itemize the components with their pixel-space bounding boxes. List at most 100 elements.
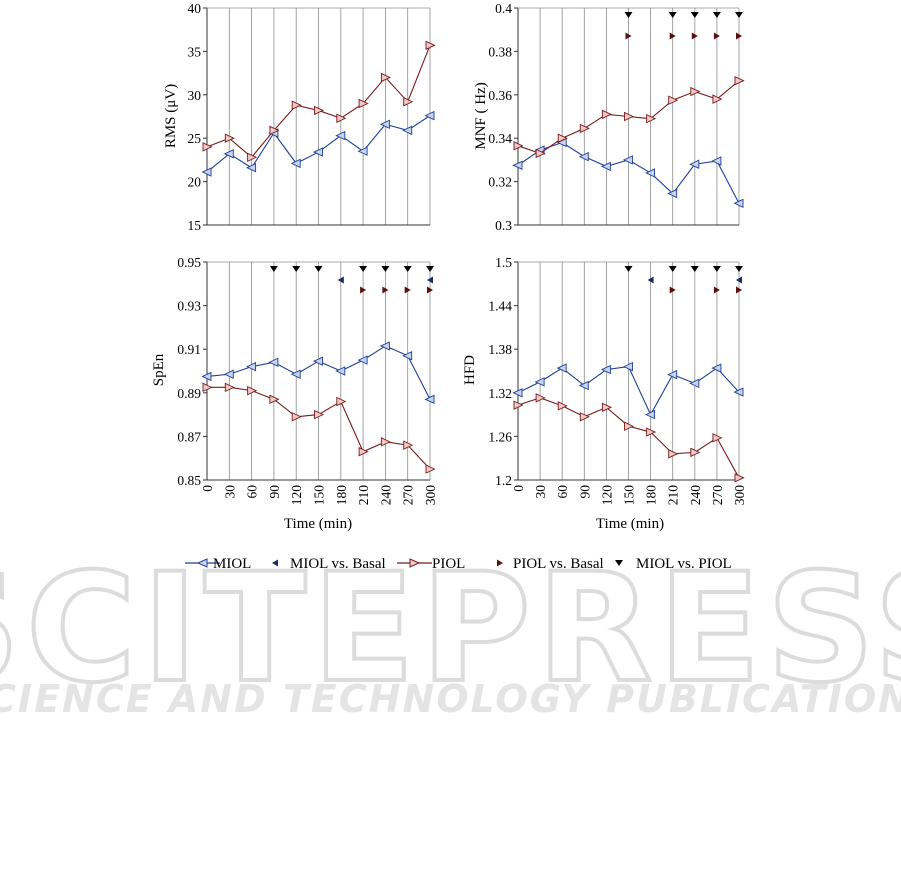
marker-miol-vs-piol <box>381 266 390 272</box>
data-point-piol <box>624 421 635 431</box>
marker-piol-vs-basal <box>404 286 411 294</box>
x-tick-label: 120 <box>289 485 304 506</box>
marker-miol-vs-basal <box>427 276 433 284</box>
data-point-miol <box>246 163 257 173</box>
data-point-piol <box>624 111 635 122</box>
watermark: SCITEPRESS SCIENCE AND TECHNOLOGY PUBLIC… <box>0 540 901 721</box>
y-tick-label: 0.4 <box>495 1 512 16</box>
data-point-piol <box>291 100 302 110</box>
data-point-piol <box>690 447 701 458</box>
x-tick-label: 30 <box>222 485 237 499</box>
y-tick-label: 35 <box>188 44 202 59</box>
data-point-miol <box>290 158 301 169</box>
marker-miol-vs-piol <box>624 12 633 18</box>
legend-item-miol-basal: MIOL vs. Basal <box>272 556 386 572</box>
data-point-miol <box>578 151 589 162</box>
y-tick-label: 1.26 <box>488 429 512 444</box>
chart-hfd: HFD Time (min) 1.2 1.26 1.32 1.38 1.44 1.5 0 30… <box>462 255 747 532</box>
y-axis-label: RMS (μV) <box>163 84 179 148</box>
data-point-piol <box>202 382 213 393</box>
data-point-miol <box>335 130 346 141</box>
data-point-piol <box>425 464 436 474</box>
x-tick-label: 210 <box>356 485 371 506</box>
data-point-piol <box>535 393 546 403</box>
legend-marker-miol <box>196 558 208 568</box>
marker-miol-vs-piol <box>292 266 301 272</box>
data-point-miol <box>312 356 323 366</box>
y-tick-label: 0.89 <box>177 386 201 401</box>
marker-piol-vs-basal <box>669 286 676 294</box>
data-point-piol <box>668 449 679 459</box>
data-point-miol <box>290 369 301 379</box>
y-axis-label: HFD <box>462 355 478 385</box>
data-point-piol <box>601 109 612 120</box>
data-point-miol <box>357 355 368 365</box>
x-tick-label: 300 <box>732 485 747 506</box>
data-point-piol <box>314 409 325 420</box>
x-axis-label: Time (min) <box>596 516 664 532</box>
data-point-piol <box>579 412 590 422</box>
data-point-piol <box>734 75 745 86</box>
y-tick-label: 0.32 <box>488 175 512 190</box>
marker-miol-vs-basal <box>736 276 742 284</box>
data-point-miol <box>402 125 413 136</box>
y-tick-label: 0.91 <box>177 342 201 357</box>
data-point-miol <box>223 149 234 159</box>
x-tick-label: 150 <box>312 485 327 506</box>
data-point-miol <box>512 160 523 171</box>
data-point-miol <box>667 188 678 199</box>
data-point-piol <box>224 133 235 143</box>
marker-miol-vs-piol <box>712 12 721 18</box>
data-point-miol <box>246 361 257 372</box>
marker-piol-vs-basal <box>669 32 676 40</box>
y-tick-label: 0.3 <box>495 218 512 233</box>
legend-item-miol-vs-piol: MIOL vs. PIOL <box>615 556 732 572</box>
data-point-piol <box>291 412 302 422</box>
data-point-piol <box>579 123 590 134</box>
data-point-miol <box>733 387 744 397</box>
marker-miol-vs-piol <box>314 266 323 272</box>
x-tick-label: 30 <box>533 485 548 499</box>
legend-label-miol-basal: MIOL vs. Basal <box>290 556 386 572</box>
watermark-title: SCITEPRESS <box>0 542 901 716</box>
x-tick-label: 0 <box>200 485 215 492</box>
y-tick-label: 1.38 <box>488 342 512 357</box>
y-tick-label: 0.36 <box>488 88 512 103</box>
data-point-miol <box>402 351 413 361</box>
legend-label-piol-basal: PIOL vs. Basal <box>513 556 604 572</box>
y-tick-label: 0.38 <box>488 44 512 59</box>
marker-miol-vs-basal <box>337 276 344 284</box>
x-axis-label: Time (min) <box>284 516 352 532</box>
y-tick-label: 0.85 <box>177 473 201 488</box>
data-point-miol <box>534 377 545 387</box>
data-point-piol <box>557 133 568 143</box>
y-tick-label: 0.93 <box>177 299 201 314</box>
data-point-miol <box>379 119 390 130</box>
data-point-piol <box>358 446 369 457</box>
data-point-miol <box>335 366 346 376</box>
data-point-piol <box>247 152 258 163</box>
y-tick-label: 0.95 <box>177 255 201 270</box>
data-point-miol <box>689 378 700 389</box>
data-point-piol <box>513 141 524 151</box>
x-tick-label: 240 <box>688 485 703 506</box>
marker-miol-vs-basal <box>647 276 654 284</box>
x-tick-label: 210 <box>666 485 681 506</box>
marker-miol-vs-piol <box>690 266 699 272</box>
data-point-miol <box>201 371 212 382</box>
marker-piol-vs-basal <box>360 286 367 294</box>
data-point-miol <box>268 357 279 367</box>
marker-miol-vs-piol <box>403 266 412 272</box>
data-point-miol <box>556 363 567 373</box>
legend-marker-piol-basal <box>497 559 503 567</box>
chart-rms: RMS (μV) 15 20 25 30 35 40 <box>163 1 436 233</box>
y-tick-label: 0.34 <box>488 131 512 146</box>
marker-miol-vs-piol <box>690 12 699 18</box>
legend-marker-miol-vs-piol <box>615 560 623 566</box>
y-tick-label: 25 <box>188 131 202 146</box>
marker-miol-vs-piol <box>359 266 368 272</box>
marker-miol-vs-piol <box>735 12 743 18</box>
legend: MIOL MIOL vs. Basal PIOL PIOL vs. Basal … <box>185 556 732 572</box>
data-point-piol <box>380 72 391 83</box>
